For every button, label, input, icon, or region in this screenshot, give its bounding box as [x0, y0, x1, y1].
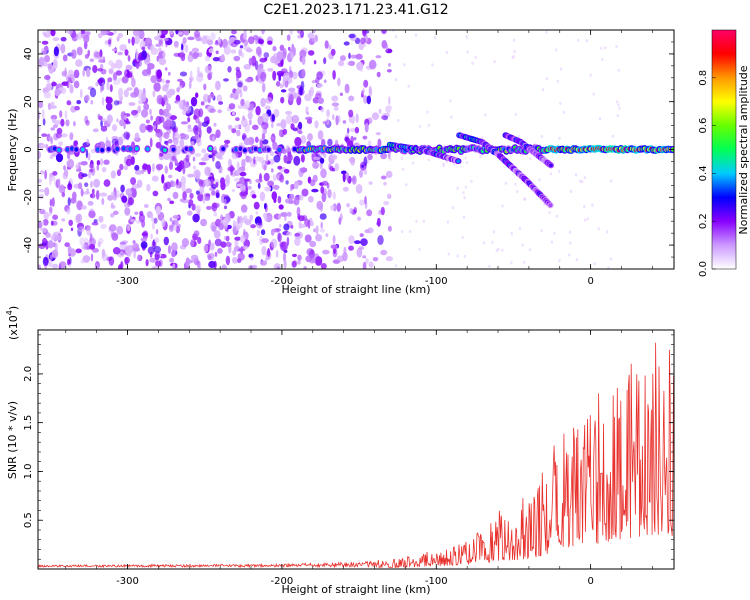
spectrogram-x-tick-label: 0: [587, 276, 593, 287]
spectrogram-x-ticks: -300 -200 -100 0: [65, 30, 653, 287]
svg-text:(x104): (x104): [5, 306, 20, 340]
snr-y-ticks: 0.5 1.0 1.5 2.0: [23, 334, 674, 570]
snr-frame: [37, 329, 675, 570]
spectrogram-y-tick-label: -20: [23, 189, 34, 205]
spectrogram-x-tick-label: -300: [116, 276, 139, 287]
spectrogram-y-tick-label: -40: [23, 237, 34, 253]
colorbar-tick-label: 0.8: [698, 70, 709, 86]
spectrogram-signal: [47, 132, 674, 209]
spectrogram-y-tick-label: 40: [23, 48, 34, 61]
colorbar-ticks: 0.0 0.2 0.4 0.6 0.8: [698, 70, 716, 277]
snr-x-tick-label: -300: [116, 576, 139, 587]
snr-y-tick-label: 1.0: [23, 463, 34, 479]
snr-x-ticks: -300 -200 -100 0: [65, 330, 653, 587]
spectrogram-x-tick-label: -200: [271, 276, 294, 287]
snr-multiplier-exp: 4: [5, 310, 14, 315]
snr-multiplier-base: (x10: [7, 315, 20, 340]
figure-title: C2E1.2023.171.23.41.G12: [263, 2, 448, 18]
snr-panel: -300 -200 -100 0 0.5 1.0 1.5 2.0 Height of str…: [5, 306, 675, 596]
spectrogram-x-label: Height of straight line (km): [281, 283, 430, 296]
snr-y-tick-label: 2.0: [23, 366, 34, 382]
colorbar-tick-label: 0.4: [698, 165, 709, 181]
snr-y-tick-label: 0.5: [23, 512, 34, 528]
snr-x-tick-label: 0: [587, 576, 593, 587]
colorbar-tick-label: 0.0: [698, 261, 709, 277]
colorbar-tick-label: 0.2: [698, 213, 709, 229]
colorbar: 0.0 0.2 0.4 0.6 0.8 Normalized spectral ampl…: [698, 29, 750, 277]
spectrogram-y-ticks: -40 -20 0 20 40: [23, 29, 674, 270]
snr-x-tick-label: -100: [425, 576, 448, 587]
colorbar-tick-label: 0.6: [698, 118, 709, 134]
snr-y-multiplier: (x104): [5, 306, 20, 340]
snr-x-tick-label: -200: [271, 576, 294, 587]
spectrogram-y-tick-label: 20: [23, 95, 34, 108]
spectrogram-x-tick-label: -100: [425, 276, 448, 287]
snr-series-line: [38, 342, 674, 569]
snr-x-label: Height of straight line (km): [281, 583, 430, 596]
spectrogram-y-label: Frequency (Hz): [6, 109, 19, 192]
snr-multiplier-close: ): [7, 306, 20, 310]
spectrogram-y-tick-label: 0: [23, 146, 34, 152]
snr-y-tick-label: 1.5: [23, 415, 34, 431]
snr-y-label: SNR (10 * v/v): [6, 401, 19, 479]
colorbar-gradient: [711, 29, 737, 270]
colorbar-label: Normalized spectral amplitude: [737, 65, 750, 234]
spectrogram-noise: [38, 30, 621, 269]
